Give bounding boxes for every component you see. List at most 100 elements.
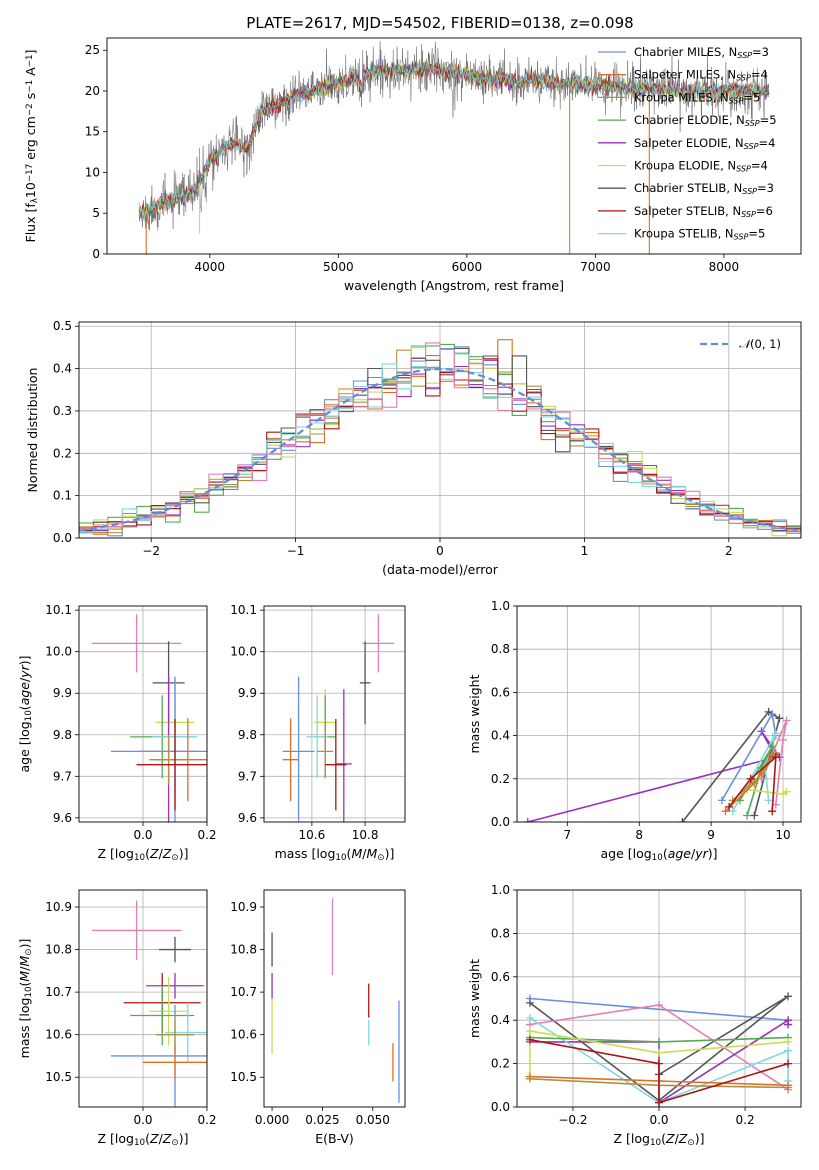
y-tick-label: 0.0 <box>491 1100 510 1114</box>
y-tick-label: 10.8 <box>45 943 72 957</box>
x-tick-label: 10 <box>775 828 790 842</box>
panel-age-vs-mass: 10.6 10.8 9.6 9.7 9.8 9.9 10.0 10.1 mass [log10(… <box>230 603 406 863</box>
x-axis-label-part: ⊙ <box>687 1138 694 1148</box>
x-axis-label-part: Z <box>162 1131 172 1146</box>
x-axis-label-part: Z <box>162 846 172 861</box>
y-axis-label-part: A <box>23 67 38 80</box>
weight-marker <box>757 770 766 779</box>
weight-marker <box>768 710 777 718</box>
legend-entry: Kroupa MILES, NSSP=5 <box>634 90 760 105</box>
y-axis-label: Normed distribution <box>25 368 40 493</box>
y-axis-label: mass [log10(M/M⊙)] <box>17 939 34 1059</box>
x-axis-label-part: wavelength [Angstrom, rest frame] <box>344 278 564 293</box>
weight-marker <box>784 1083 793 1092</box>
y-axis-label: Flux [fλ10−17 erg cm−2 s−1 A−1] <box>23 50 40 243</box>
legend-entry-part: (0, 1) <box>750 337 781 351</box>
y-axis-label-part: mass weight <box>467 674 482 753</box>
y-tick-label: 10.6 <box>45 1028 72 1042</box>
x-tick-label: 0.2 <box>736 1113 755 1127</box>
axes-frame <box>78 321 802 539</box>
histogram-9 <box>79 342 801 534</box>
x-axis-label-part: ( <box>661 1131 666 1146</box>
x-axis-label-part: Z <box>665 1131 675 1146</box>
y-axis-label-part: / <box>17 966 32 971</box>
y-tick-label: 10.9 <box>230 900 257 914</box>
x-tick-label: 5000 <box>323 260 354 274</box>
plot-area-mass-vs-Z <box>91 900 207 1107</box>
x-axis-label-part: ( <box>663 846 668 861</box>
y-axis-label-part: age <box>17 682 32 706</box>
y-axis-label-part: erg cm <box>23 116 38 164</box>
y-axis-label-part: −2 <box>25 103 35 116</box>
y-axis-label-part: s <box>23 93 38 104</box>
plot-area-age-vs-mass <box>282 614 395 822</box>
x-tick-label: 0.0 <box>133 1113 152 1127</box>
y-tick-label: 9.7 <box>238 769 257 783</box>
legend-entry-part: Kroupa MILES, N <box>634 90 729 104</box>
weight-line-6 <box>529 1030 789 1077</box>
legend-entry-part: Kroupa STELIB, N <box>634 227 734 241</box>
axes-frame <box>78 605 208 823</box>
legend-entry-part: Salpeter MILES, N <box>634 68 736 82</box>
x-tick-label: 1 <box>581 544 589 558</box>
y-axis-label-part: yr <box>17 664 32 678</box>
legend-entry-part: =3 <box>757 181 774 195</box>
y-axis-label: mass weight <box>467 674 482 753</box>
x-tick-label: 8000 <box>709 260 740 274</box>
panel-mass-vs-EBV: 0.000 0.025 0.050 10.5 10.6 10.7 10.8 10.9 E(B-V… <box>230 889 406 1146</box>
y-tick-label: 0.8 <box>491 926 510 940</box>
y-tick-label: 1.0 <box>491 599 510 613</box>
y-tick-label: 0.6 <box>491 685 510 699</box>
x-tick-label: −2 <box>142 544 160 558</box>
x-axis-label-part: age [log <box>600 846 651 861</box>
weight-marker <box>784 1059 793 1068</box>
legend-entry-part: =5 <box>748 227 765 241</box>
y-axis-label-part: ] <box>23 50 38 55</box>
y-axis-label-part: )] <box>17 939 32 949</box>
x-axis-label: age [log10(age/yr)] <box>600 846 717 863</box>
y-tick-label: 9.6 <box>238 811 257 825</box>
x-tick-label: 9 <box>707 828 715 842</box>
model-line-8 <box>138 61 770 222</box>
weight-marker <box>655 1001 663 1010</box>
y-axis-label-part: Flux [f <box>23 203 38 243</box>
y-tick-label: 0.1 <box>53 489 72 503</box>
x-tick-label: 7000 <box>580 260 611 274</box>
weight-line-9 <box>728 755 777 812</box>
y-tick-label: 0.3 <box>53 404 72 418</box>
x-axis-label-part: / <box>675 1131 680 1146</box>
y-tick-label: 10.6 <box>230 1028 257 1042</box>
weight-marker <box>750 811 759 820</box>
legend-entry-part: SSP <box>741 210 756 219</box>
x-axis-label-part: Z <box>149 1131 159 1146</box>
weight-marker <box>728 807 737 816</box>
x-axis-label-part: ( <box>347 846 352 861</box>
legend-entry-part: SSP <box>729 96 744 105</box>
y-tick-label: 10.9 <box>45 900 72 914</box>
y-axis-label: mass weight <box>467 959 482 1038</box>
x-tick-label: 10.8 <box>352 828 379 842</box>
y-axis-label-part: −1 <box>25 54 35 67</box>
x-axis-label-part: 10 <box>335 853 346 863</box>
weight-marker <box>721 807 730 816</box>
x-axis-label-part: 10 <box>650 1138 661 1148</box>
y-tick-label: 0 <box>92 247 100 261</box>
y-axis-label-part: λ <box>30 198 40 203</box>
weight-marker <box>771 729 780 738</box>
x-axis-label-part: 10 <box>134 1138 145 1148</box>
weight-marker <box>771 753 780 762</box>
x-axis-label: wavelength [Angstrom, rest frame] <box>344 278 564 293</box>
x-axis-label-part: / <box>159 846 164 861</box>
y-tick-label: 5 <box>92 206 100 220</box>
y-tick-label: 0.2 <box>53 446 72 460</box>
x-axis-label: Z [log10(Z/Z⊙)] <box>98 1131 189 1148</box>
panel-weight-vs-Z: −0.2 0.0 0.20.00.20.40.60.81.0Z [log10(Z/Z… <box>467 883 802 1148</box>
weight-marker <box>525 1074 534 1083</box>
y-tick-label: 9.8 <box>238 728 257 742</box>
x-axis-label-part: yr <box>694 846 708 861</box>
legend-entry-part: SSP <box>742 187 757 196</box>
legend-entry-part: =4 <box>751 159 768 173</box>
x-tick-label: 0.2 <box>197 1113 216 1127</box>
y-axis-label-part: )] <box>17 655 32 665</box>
